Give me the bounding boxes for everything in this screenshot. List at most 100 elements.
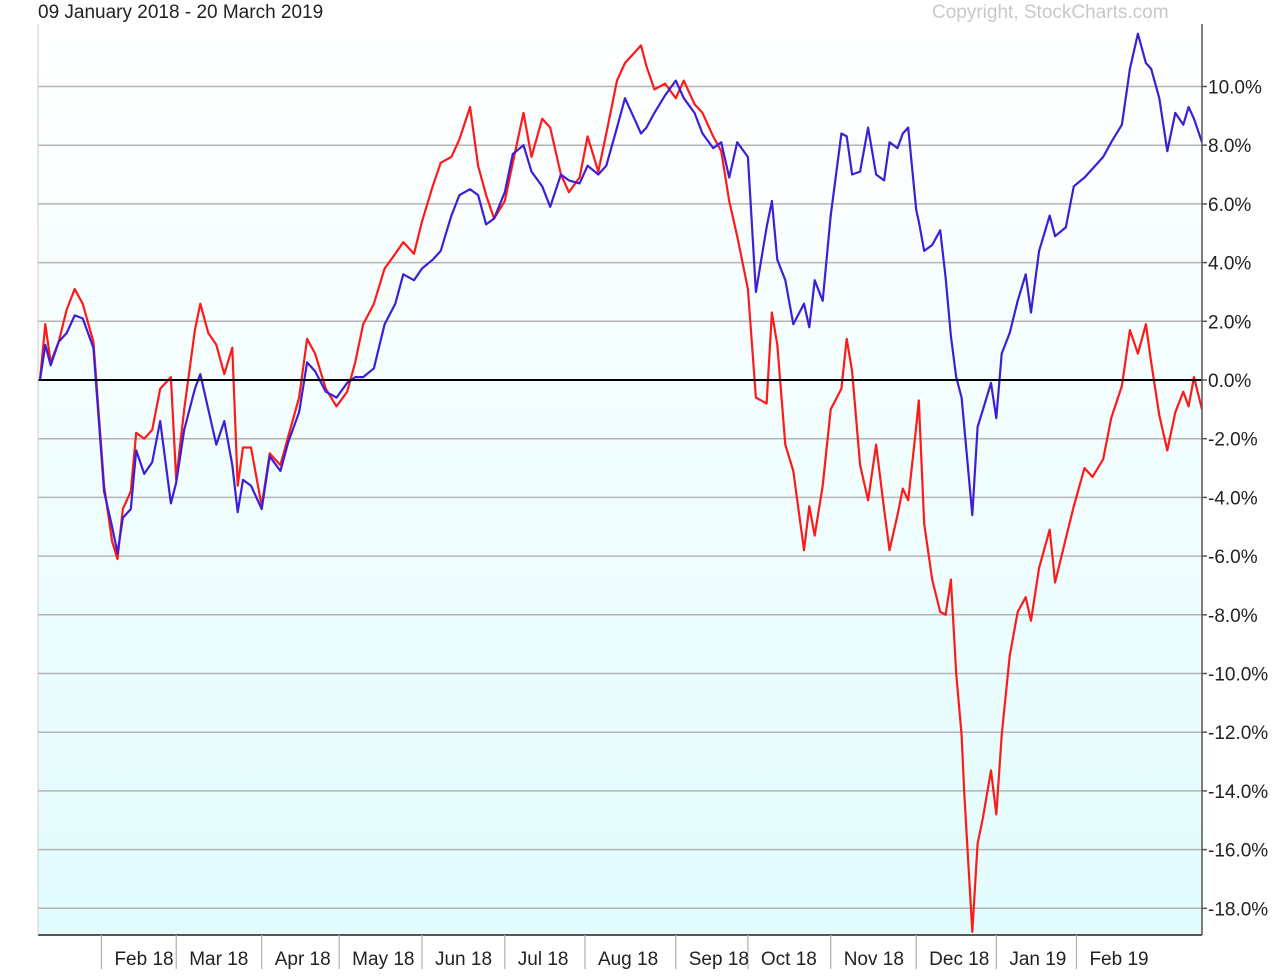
data-point — [194, 387, 196, 390]
data-point — [693, 112, 696, 114]
data-point — [917, 399, 920, 402]
data-point — [771, 311, 773, 314]
data-point — [645, 65, 648, 67]
x-tick-label: Feb 19 — [1089, 949, 1148, 970]
x-tick-label: Jun 18 — [435, 949, 492, 970]
data-point — [1000, 734, 1003, 736]
data-point — [776, 258, 779, 261]
data-point — [394, 252, 397, 255]
data-point — [624, 97, 626, 100]
y-tick-label: 8.0% — [1208, 136, 1251, 157]
data-point — [477, 194, 479, 197]
data-point — [65, 308, 68, 311]
data-point — [995, 813, 998, 816]
data-point — [995, 417, 998, 420]
data-point — [963, 426, 966, 428]
data-point — [207, 332, 210, 334]
series-2 — [38, 32, 1202, 555]
data-point — [840, 132, 843, 135]
data-point — [1137, 32, 1139, 35]
data-point — [549, 205, 552, 208]
data-point — [236, 511, 239, 513]
data-point — [845, 135, 848, 138]
data-point — [674, 97, 677, 100]
plot-background — [38, 24, 1202, 935]
data-point — [1016, 611, 1019, 613]
data-point — [560, 173, 562, 176]
data-point — [664, 82, 666, 85]
data-point — [664, 94, 666, 97]
data-point — [170, 502, 172, 505]
data-point — [1145, 323, 1147, 326]
data-point — [645, 126, 648, 129]
x-tick-label: Apr 18 — [275, 949, 331, 970]
data-point — [982, 816, 984, 819]
data-point — [821, 484, 824, 487]
data-point — [151, 429, 154, 431]
data-point — [605, 164, 608, 167]
data-point — [354, 361, 357, 364]
data-point — [586, 135, 589, 138]
data-point — [503, 191, 506, 194]
data-point — [1024, 273, 1027, 276]
data-point — [175, 481, 178, 484]
data-point — [522, 112, 525, 114]
data-point — [597, 173, 600, 176]
data-point — [960, 396, 963, 399]
data-point — [990, 769, 992, 772]
data-point — [776, 343, 779, 346]
data-point — [458, 194, 461, 197]
data-point — [1016, 299, 1019, 302]
x-tick-label: Sep 18 — [689, 949, 749, 970]
data-point — [223, 373, 226, 375]
y-tick-label: 2.0% — [1208, 312, 1251, 333]
data-point — [159, 387, 162, 390]
data-point — [159, 420, 162, 422]
data-point — [1150, 361, 1153, 364]
data-point — [736, 235, 739, 238]
x-tick-label: Dec 18 — [929, 949, 989, 970]
data-point — [199, 373, 202, 375]
data-point — [383, 323, 386, 326]
data-point — [845, 338, 848, 340]
data-point — [950, 335, 952, 337]
data-point — [859, 464, 861, 466]
data-point — [917, 220, 920, 223]
data-point — [605, 132, 608, 135]
data-point — [485, 223, 487, 226]
data-point — [568, 191, 570, 194]
data-point — [215, 343, 218, 346]
data-point — [242, 446, 244, 449]
series-layer — [38, 32, 1202, 933]
date-range-label: 09 January 2018 - 20 March 2019 — [38, 2, 324, 23]
data-point — [1187, 106, 1190, 108]
data-point — [803, 549, 805, 552]
data-point — [720, 141, 723, 144]
data-point — [298, 396, 300, 399]
data-point — [771, 200, 773, 202]
data-point — [586, 164, 589, 167]
data-point — [971, 514, 974, 516]
data-point — [1102, 156, 1105, 158]
data-point — [81, 302, 84, 305]
data-point — [736, 141, 739, 144]
data-point — [829, 408, 832, 411]
y-tick-label: 0.0% — [1208, 371, 1251, 392]
data-point — [111, 525, 113, 528]
data-point — [616, 126, 618, 129]
data-point — [578, 182, 581, 185]
data-point — [693, 103, 696, 105]
data-point — [1048, 214, 1051, 217]
data-point — [143, 437, 146, 440]
data-point — [346, 390, 349, 393]
data-point — [944, 613, 947, 616]
data-point — [907, 126, 910, 129]
data-point — [469, 106, 471, 108]
data-point — [1064, 226, 1067, 229]
data-point — [335, 405, 338, 408]
data-point — [931, 244, 934, 246]
x-tick-label: Mar 18 — [189, 949, 248, 970]
data-point — [236, 484, 239, 487]
data-point — [183, 408, 186, 411]
data-point — [840, 387, 843, 390]
